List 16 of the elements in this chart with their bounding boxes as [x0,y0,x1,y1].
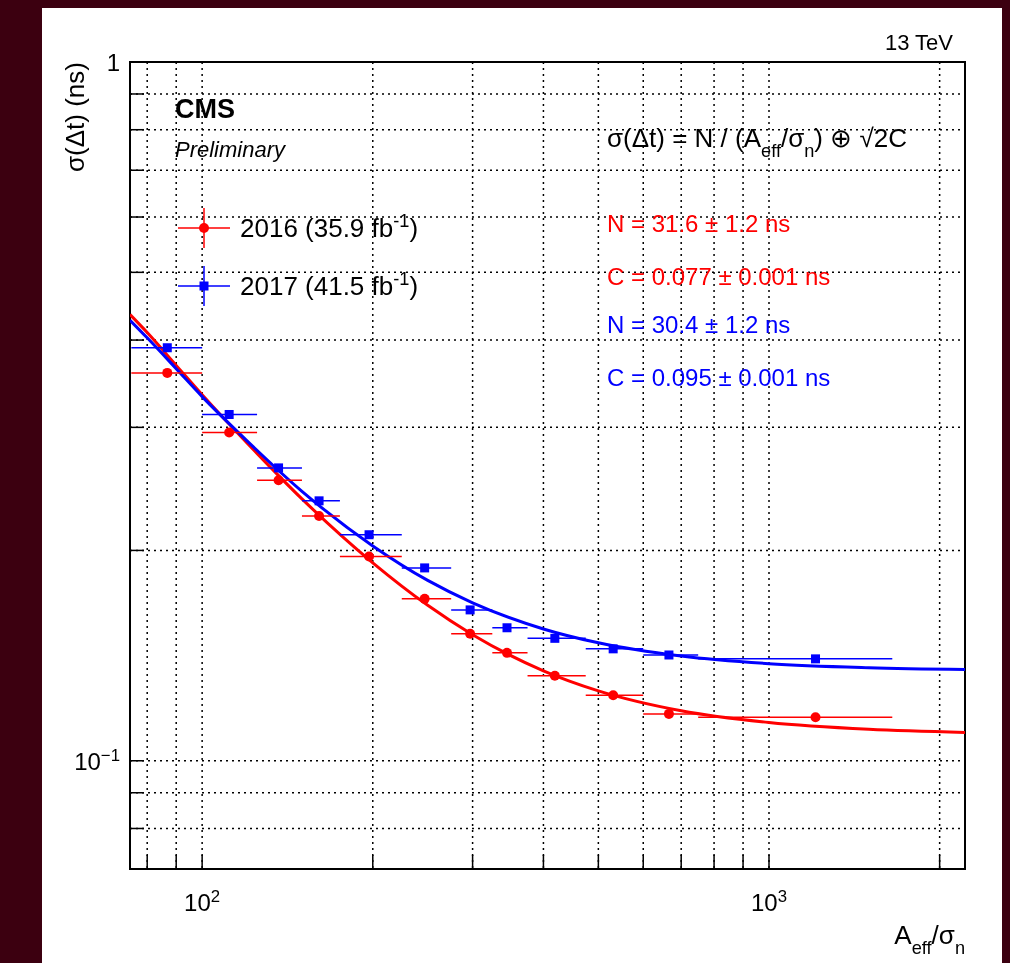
annotation: N = 31.6 ± 1.2 ns [607,210,791,237]
annotation: N = 30.4 ± 1.2 ns [607,311,791,338]
x-tick-label: 10$^{3}$ [750,886,788,916]
y-axis-title: σ(Δt) (ns) [60,62,90,172]
y-tick-label: 10$^{−1}$ [74,745,120,775]
annotation: C = 0.077 ± 0.001 ns [607,263,831,290]
annotation: CMS [175,94,235,124]
legend-label: 2017 (41.5 fb$^{-1}$) [240,269,419,301]
x-tick-label: 10$^{2}$ [184,886,221,916]
y-tick-label: 1 [106,49,120,76]
text: 13 TeV [884,30,954,55]
legend-label: 2016 (35.9 fb$^{-1}$) [240,211,419,243]
annotation: σ(Δt) = N / (A$_{eff}$/σ$_{n}$) ⊕ √2C [607,123,907,161]
annotation: C = 0.095 ± 0.001 ns [607,364,831,391]
x-axis-title: A$_{eff}$/σ$_{n}$ [894,920,965,958]
annotation: Preliminary [175,137,288,162]
